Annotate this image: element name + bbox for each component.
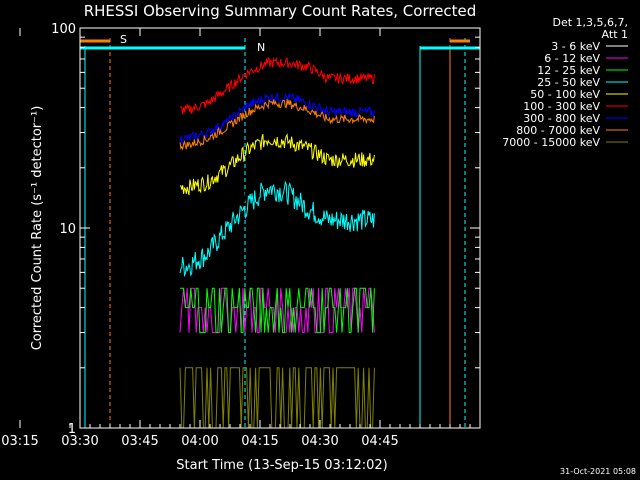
- legend-label: 6 - 12 keV: [544, 52, 600, 65]
- legend-label: 300 - 800 keV: [523, 112, 600, 125]
- legend-header-line-1: Det 1,3,5,6,7,: [552, 16, 628, 29]
- legend-label: 7000 - 15000 keV: [502, 136, 600, 149]
- series-line-6: [179, 92, 375, 145]
- x-tick-label: 03:15: [1, 434, 38, 449]
- legend-label: 3 - 6 keV: [551, 40, 600, 53]
- x-tick-label: 04:30: [301, 434, 338, 449]
- x-tick-label: 03:30: [61, 434, 98, 449]
- x-tick-label: 04:15: [241, 434, 278, 449]
- y-axis-label: Corrected Count Rate (s⁻¹ detector⁻¹): [30, 106, 45, 351]
- series-line-5: [179, 56, 375, 115]
- series-line-4: [179, 133, 375, 196]
- series-12-25-kev-band: [180, 287, 375, 334]
- x-axis-label: Start Time (13-Sep-15 03:12:02): [176, 458, 387, 473]
- y-tick-label: 1: [68, 422, 76, 437]
- legend-label: 50 - 100 keV: [530, 88, 600, 101]
- legend-label: 100 - 300 keV: [523, 100, 600, 113]
- y-ticks: 1 10 100: [51, 22, 480, 437]
- series-line-7: [179, 99, 375, 151]
- y-tick-label: 100: [51, 22, 76, 37]
- legend-label: 800 - 7000 keV: [516, 124, 600, 137]
- annotation-s: S: [120, 33, 127, 46]
- footer-timestamp: 31-Oct-2021 05:08: [560, 467, 636, 476]
- chart-title: RHESSI Observing Summary Count Rates, Co…: [84, 2, 477, 20]
- legend-label: 12 - 25 keV: [537, 64, 600, 77]
- y-tick-label: 10: [59, 222, 76, 237]
- x-tick-label: 03:45: [121, 434, 158, 449]
- attenuator-and-night-markers: SN: [80, 33, 480, 428]
- x-ticks: 03:15 03:30 03:45 04:00 04:15 04:30 04:45: [1, 28, 481, 449]
- series-7000-15000-kev-band: [179, 367, 375, 429]
- x-tick-label: 04:00: [181, 434, 218, 449]
- plot-series: [179, 56, 375, 429]
- legend-label: 25 - 50 keV: [537, 76, 600, 89]
- x-tick-label: 04:45: [361, 434, 398, 449]
- series-line-3: [179, 180, 375, 278]
- annotation-n: N: [257, 41, 265, 54]
- legend-header-line-2: Att 1: [602, 28, 628, 41]
